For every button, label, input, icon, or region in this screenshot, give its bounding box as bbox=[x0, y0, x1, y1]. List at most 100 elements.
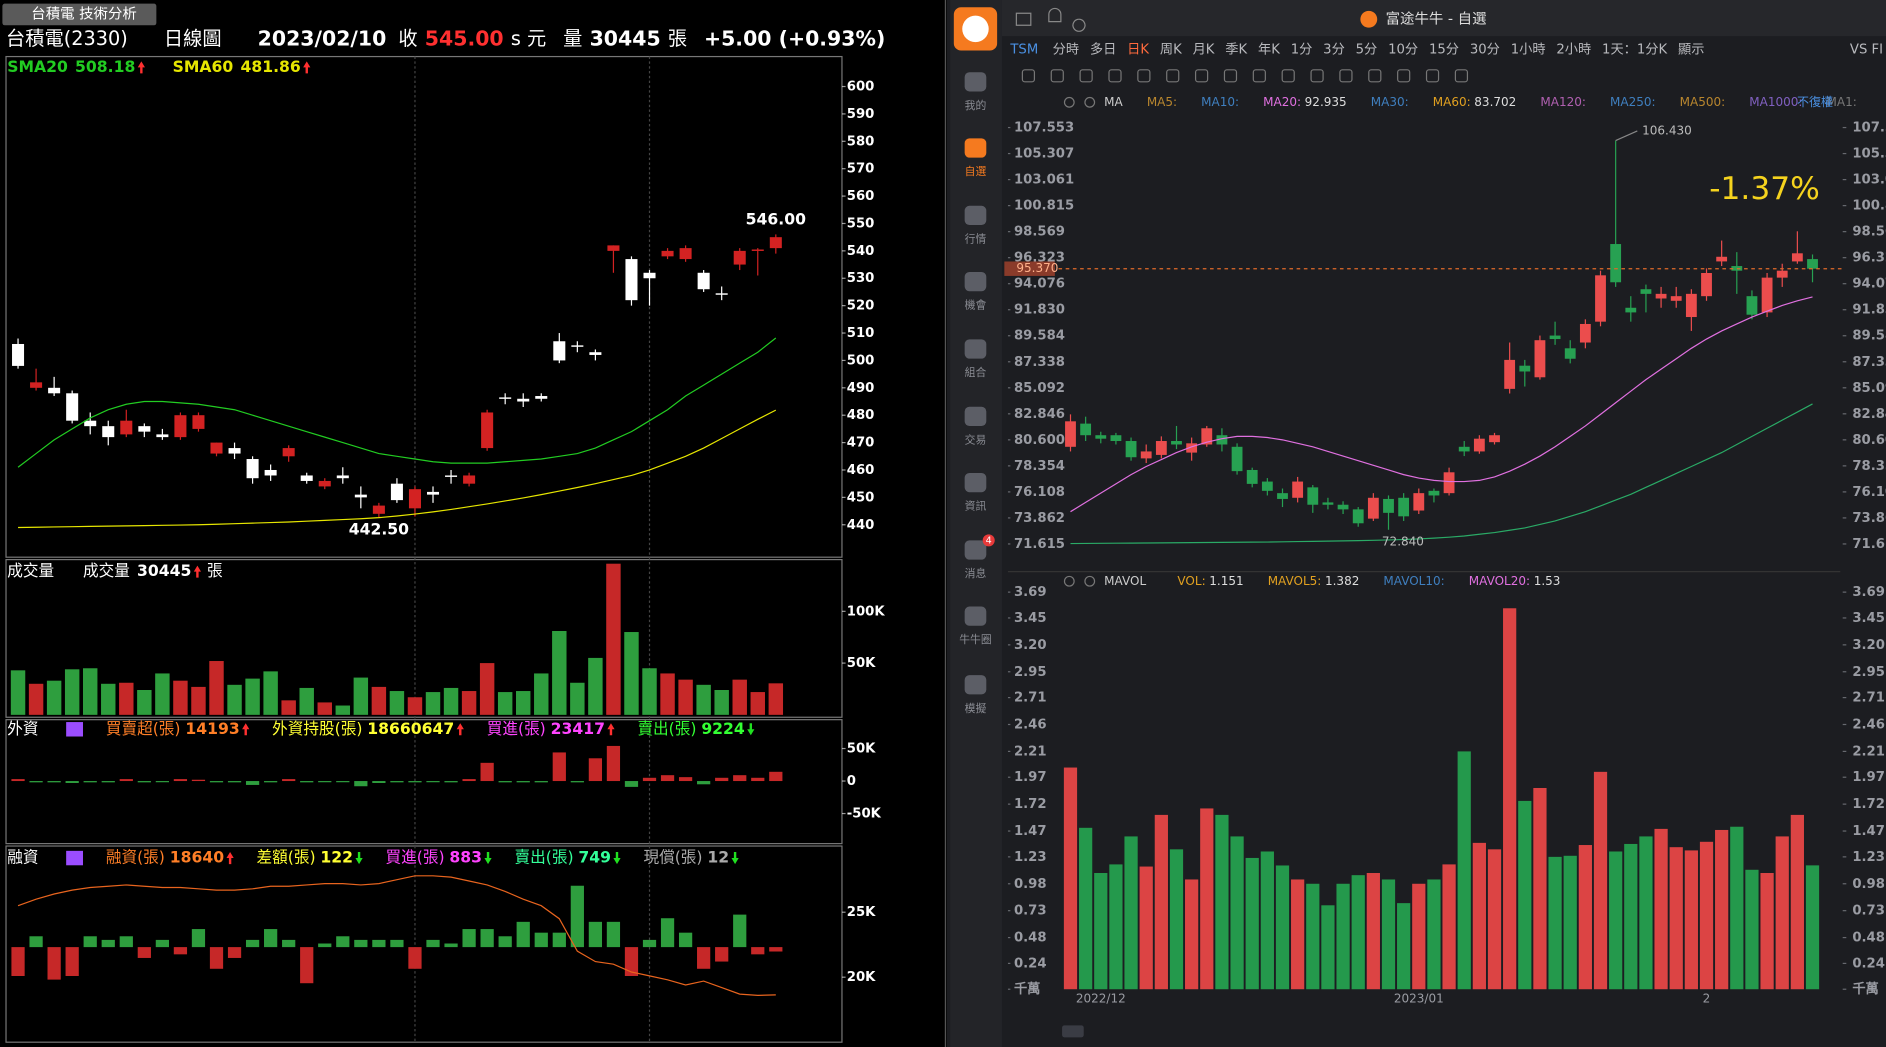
candle-body bbox=[1731, 266, 1743, 271]
adjust-toggle[interactable]: 不復權 bbox=[1797, 94, 1833, 109]
sidebar-label[interactable]: 機會 bbox=[965, 298, 987, 312]
sidebar-label[interactable]: 行情 bbox=[965, 232, 987, 245]
volume-bar bbox=[209, 661, 224, 715]
volume-bar bbox=[227, 947, 242, 958]
chart-tool[interactable] bbox=[1137, 69, 1151, 83]
compare-button[interactable]: VS FI bbox=[1850, 42, 1883, 57]
chart-tool[interactable] bbox=[1194, 69, 1209, 83]
legend-value: 1.151 bbox=[1209, 574, 1243, 588]
toolbar-icon[interactable] bbox=[1015, 12, 1032, 26]
chart-tool[interactable] bbox=[1050, 69, 1064, 83]
y-tick-label: 2.71 bbox=[1852, 691, 1885, 706]
y-tick-label: -50K bbox=[847, 807, 882, 822]
chart-tool[interactable] bbox=[1339, 69, 1353, 83]
timeframe-tab[interactable]: 15分 bbox=[1429, 41, 1459, 57]
y-tick-label: 100K bbox=[847, 604, 886, 619]
sidebar-label[interactable]: 自選 bbox=[965, 165, 987, 178]
chart-tool[interactable] bbox=[1252, 69, 1266, 83]
timeframe-tab[interactable]: 3分 bbox=[1323, 41, 1345, 57]
timeframe-tab[interactable]: 顯示 bbox=[1678, 42, 1704, 57]
sidebar-label[interactable]: 消息 bbox=[965, 566, 987, 580]
sidebar-icon[interactable] bbox=[964, 406, 987, 427]
sidebar-icon[interactable] bbox=[964, 72, 987, 92]
volume-bar bbox=[83, 936, 97, 948]
sidebar-icon[interactable] bbox=[964, 540, 987, 560]
volume-bar bbox=[300, 781, 314, 783]
timeframe-tab[interactable]: 多日 bbox=[1090, 40, 1116, 57]
candle-body bbox=[1807, 259, 1818, 269]
sidebar-label[interactable]: 模擬 bbox=[965, 701, 987, 715]
volume-bar bbox=[769, 771, 783, 782]
timeframe-tab[interactable]: 1分 bbox=[1291, 41, 1313, 57]
y-tick-label: 1.47 bbox=[1852, 824, 1885, 839]
high-label: 546.00 bbox=[746, 209, 806, 228]
sidebar-icon[interactable] bbox=[964, 138, 987, 158]
volume-bar bbox=[1699, 841, 1714, 990]
candle-body bbox=[679, 248, 692, 260]
volume-bar bbox=[372, 939, 386, 948]
timeframe-tab[interactable]: 年K bbox=[1258, 41, 1280, 57]
y-tick-label: 105.307 bbox=[1014, 147, 1074, 162]
chart-tool[interactable] bbox=[1166, 69, 1180, 83]
sidebar-icon[interactable] bbox=[964, 205, 987, 226]
candle-body bbox=[282, 448, 295, 457]
timeframe-tab[interactable]: 1小時 bbox=[1511, 41, 1546, 57]
left-window bbox=[0, 0, 947, 1047]
chart-tool[interactable] bbox=[1108, 69, 1122, 83]
timeframe-tab[interactable]: 2小時 bbox=[1556, 41, 1591, 57]
sidebar-icon[interactable] bbox=[964, 606, 987, 626]
chart-tool[interactable] bbox=[1368, 69, 1382, 83]
timeframe-tab[interactable]: 10分 bbox=[1388, 41, 1418, 57]
chart-tool[interactable] bbox=[1425, 69, 1440, 83]
sidebar-label[interactable]: 交易 bbox=[965, 432, 987, 446]
candle-body bbox=[138, 426, 151, 432]
timeframe-tab[interactable]: 30分 bbox=[1470, 41, 1500, 57]
volume-bar bbox=[137, 947, 151, 958]
moving-average bbox=[17, 337, 777, 468]
chart-tool[interactable] bbox=[1079, 69, 1093, 83]
volume-bar bbox=[1503, 608, 1517, 990]
volume-bar bbox=[137, 781, 151, 783]
timeframe-tab[interactable]: 5分 bbox=[1356, 41, 1378, 57]
volume-bar bbox=[660, 918, 675, 948]
volume-bar bbox=[552, 932, 566, 948]
toolbar-icon[interactable] bbox=[1072, 18, 1086, 32]
trend-arrow bbox=[613, 852, 621, 865]
sidebar-icon[interactable] bbox=[964, 472, 987, 493]
more-button[interactable] bbox=[1062, 1025, 1084, 1038]
volume-bar bbox=[1094, 873, 1108, 990]
trend-arrow bbox=[226, 852, 234, 865]
timeframe-tab[interactable]: 分時 bbox=[1053, 41, 1079, 57]
volume-bar bbox=[317, 702, 332, 715]
y-tick-label: 89.584 bbox=[1014, 329, 1065, 344]
sidebar-label[interactable]: 組合 bbox=[965, 365, 987, 379]
sidebar-label[interactable]: 資訊 bbox=[965, 499, 987, 513]
chart-tool[interactable] bbox=[1223, 69, 1238, 83]
timeframe-tab[interactable]: 1天：1分K bbox=[1602, 41, 1667, 57]
chart-tool[interactable] bbox=[1454, 69, 1469, 83]
volume-bar bbox=[660, 775, 675, 782]
sidebar-icon[interactable] bbox=[964, 339, 987, 359]
timeframe-tab[interactable]: 月K bbox=[1193, 42, 1215, 57]
tab[interactable] bbox=[2, 3, 157, 26]
sidebar-icon[interactable] bbox=[964, 271, 987, 292]
timeframe-tab[interactable]: 季K bbox=[1225, 41, 1247, 57]
toolbar-icon[interactable] bbox=[1048, 7, 1062, 23]
timeframe-tab[interactable]: 日K bbox=[1127, 42, 1149, 57]
sidebar-label[interactable]: 牛牛圈 bbox=[959, 633, 991, 646]
y-tick-label: 0.24 bbox=[1014, 956, 1047, 971]
y-tick-label: 490 bbox=[847, 381, 875, 396]
sidebar-icon[interactable] bbox=[964, 675, 987, 695]
volume-bar bbox=[588, 921, 603, 948]
chart-tool[interactable] bbox=[1281, 69, 1295, 83]
chart-tool[interactable] bbox=[1397, 69, 1411, 83]
volume-bar bbox=[1397, 903, 1411, 990]
candle-body bbox=[390, 483, 403, 501]
candle-body bbox=[1489, 435, 1500, 443]
chart-tool[interactable] bbox=[1021, 69, 1036, 83]
chart-tool[interactable] bbox=[1310, 69, 1324, 83]
sidebar-label[interactable]: 我的 bbox=[965, 98, 987, 112]
volume-bar bbox=[1518, 800, 1532, 990]
timeframe-tab[interactable]: 周K bbox=[1160, 42, 1182, 57]
volume-bar bbox=[227, 684, 242, 715]
